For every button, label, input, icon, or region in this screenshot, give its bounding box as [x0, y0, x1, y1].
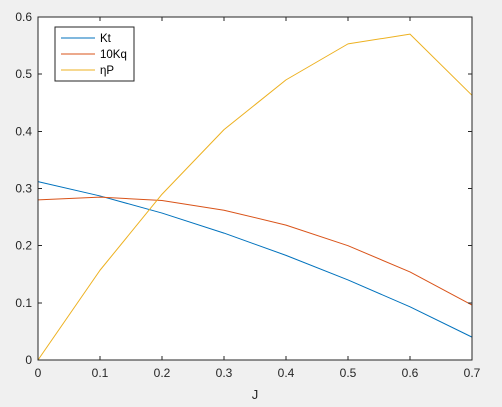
- series-line-1: [37, 196, 473, 306]
- legend-label-0: Kt: [100, 33, 112, 45]
- y-tick-label: 0.6: [15, 10, 32, 24]
- legend-label-1: 10Kq: [100, 49, 127, 61]
- y-tick-label: 0: [25, 353, 32, 367]
- x-tick-label: 0: [35, 366, 42, 380]
- y-tick-label: 0.2: [15, 239, 32, 253]
- series-line-2: [37, 33, 473, 361]
- series-line-0: [37, 181, 473, 338]
- x-tick-label: 0.3: [216, 366, 233, 380]
- series-lines: [37, 33, 473, 361]
- y-tick-label: 0.5: [15, 67, 32, 81]
- x-tick-label: 0.4: [278, 366, 295, 380]
- legend-label-2: ηP: [100, 65, 114, 77]
- y-tick-label: 0.4: [15, 124, 32, 138]
- legend: Kt 10Kq ηP: [54, 26, 135, 82]
- x-axis-label: J: [252, 387, 259, 402]
- x-tick-label: 0.7: [464, 366, 481, 380]
- x-tick-label: 0.2: [154, 366, 171, 380]
- y-tick-label: 0.1: [15, 296, 32, 310]
- x-tick-label: 0.6: [402, 366, 419, 380]
- x-tick-label: 0.1: [92, 366, 109, 380]
- y-tick-label: 0.3: [15, 182, 32, 196]
- x-tick-label: 0.5: [340, 366, 357, 380]
- axis-ticks: 0 0.1 0.2 0.3 0.4 0.5 0.6 0.7 0 0.1 0.2 0.3 0.4 0.5 0.…: [15, 10, 480, 380]
